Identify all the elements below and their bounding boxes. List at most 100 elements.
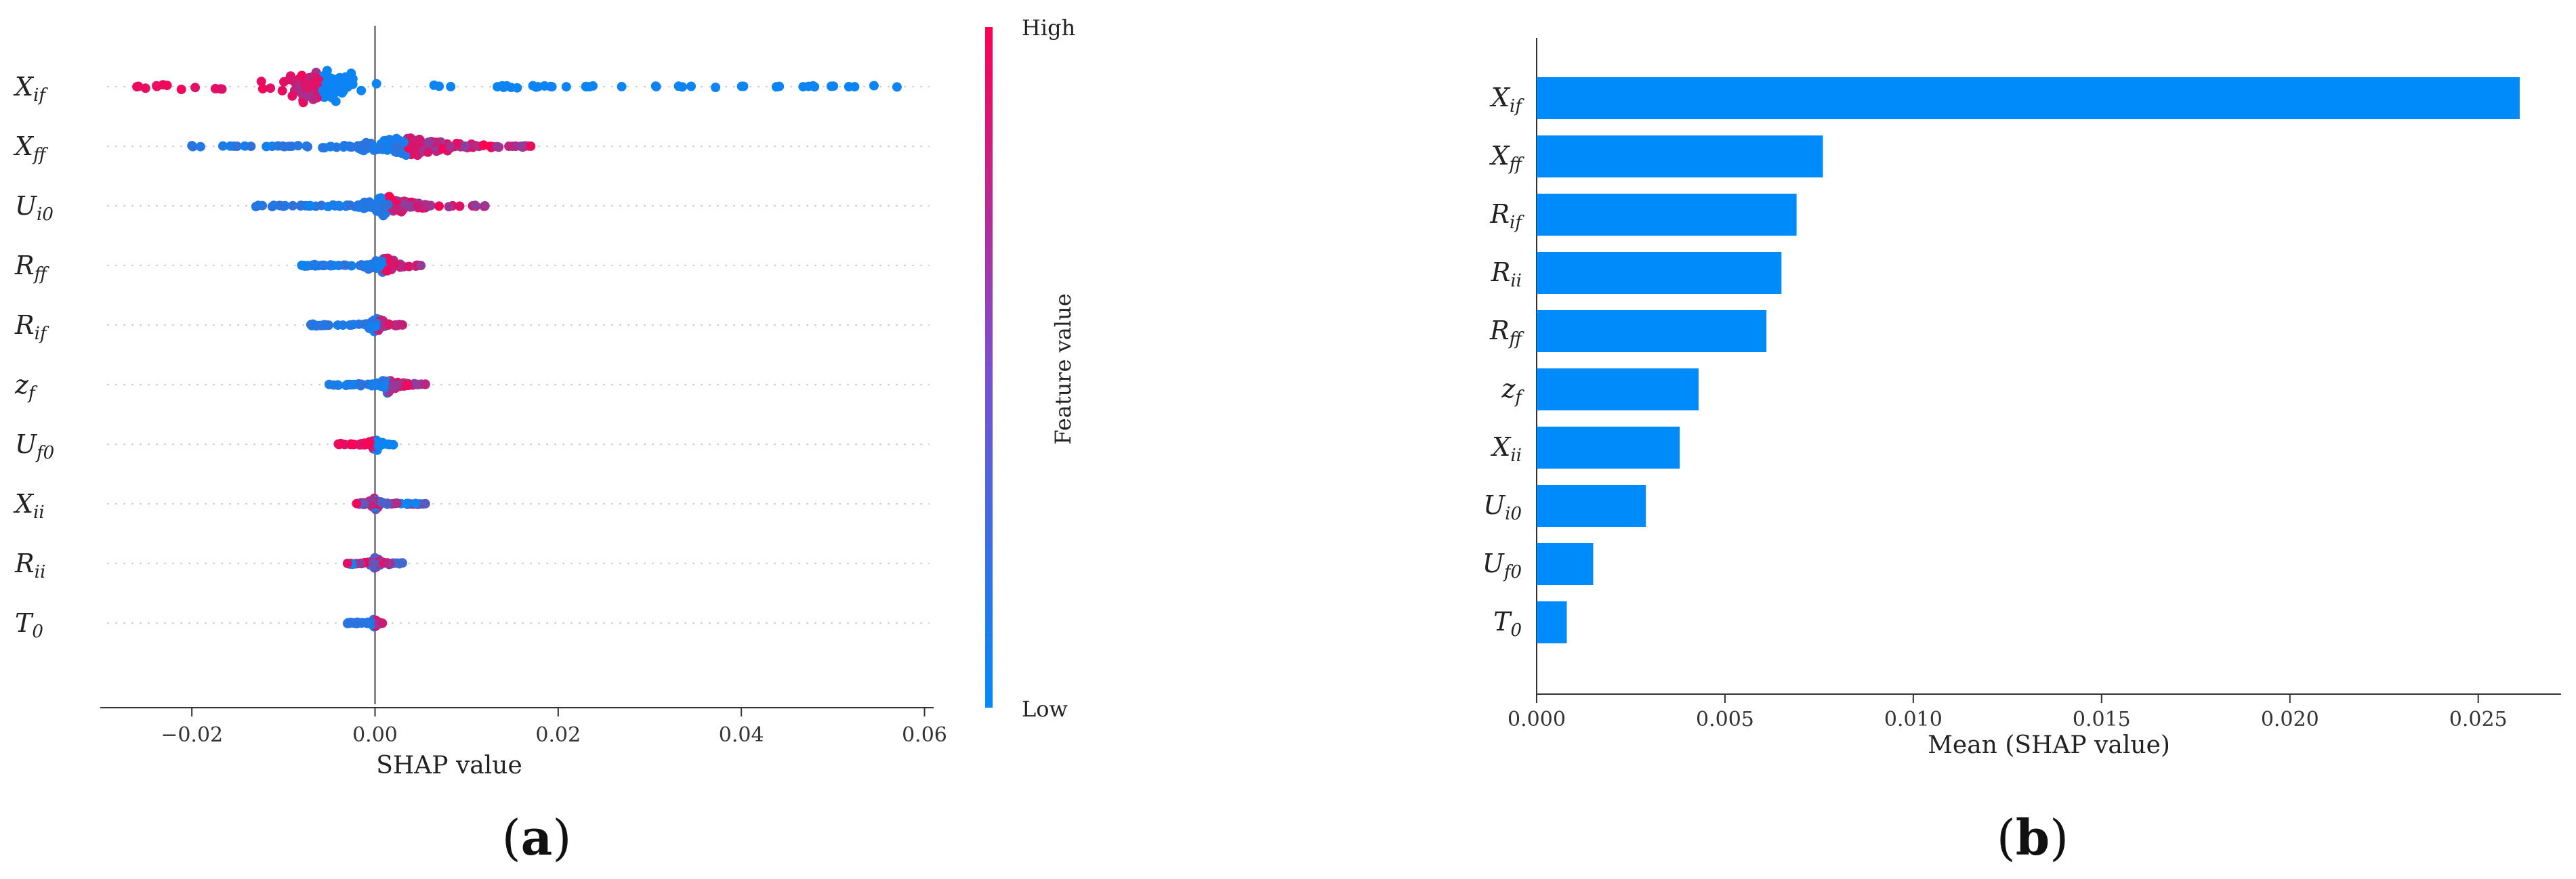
- beeswarm-point: [334, 200, 344, 211]
- beeswarm-point: [804, 81, 814, 91]
- colorbar-title: Feature value: [1050, 293, 1076, 444]
- panel-label-b: (b): [1997, 809, 2069, 866]
- beeswarm-point: [516, 142, 526, 151]
- beeswarm-point: [829, 81, 839, 91]
- beeswarm-point: [158, 80, 168, 90]
- beeswarm-point: [377, 618, 388, 628]
- category-subscript: f: [1514, 387, 1524, 408]
- category-subscript: ff: [1508, 154, 1525, 175]
- bar-x-tick-label: 0.005: [1696, 708, 1754, 731]
- beeswarm-point: [352, 618, 361, 628]
- category-subscript: i0: [1505, 504, 1522, 524]
- category-subscript: 0: [1510, 620, 1522, 641]
- feature-symbol: R: [14, 549, 35, 578]
- beeswarm-point: [384, 135, 394, 145]
- beeswarm-feature-label: Rff: [14, 251, 50, 284]
- beeswarm-point: [844, 82, 854, 91]
- beeswarm-point: [297, 260, 307, 270]
- beeswarm-point: [431, 137, 441, 148]
- beeswarm-point: [342, 379, 352, 389]
- beeswarm-point: [382, 265, 392, 276]
- bar-category-label: Rff: [1489, 316, 1525, 349]
- category-subscript: ii: [1510, 271, 1522, 291]
- beeswarm-point: [388, 439, 398, 450]
- beeswarm-point: [333, 439, 344, 449]
- bar: [1537, 368, 1699, 410]
- category-subscript: if: [1510, 213, 1524, 233]
- beeswarm-point: [302, 141, 312, 151]
- beeswarm-point: [434, 81, 444, 91]
- beeswarm-point: [341, 260, 351, 270]
- feature-subscript: ii: [33, 502, 45, 523]
- category-subscript: f0: [1503, 562, 1522, 582]
- feature-symbol: T: [15, 608, 34, 638]
- beeswarm-point: [293, 141, 303, 151]
- category-symbol: T: [1493, 607, 1512, 637]
- feature-symbol: R: [14, 251, 35, 280]
- beeswarm-point: [251, 202, 261, 211]
- beeswarm-point: [528, 81, 538, 91]
- beeswarm-row-gridlines: [107, 86, 930, 624]
- beeswarm-point: [408, 141, 418, 151]
- beeswarm-point: [392, 133, 402, 144]
- beeswarm-point: [368, 558, 378, 568]
- beeswarm-feature-label: T0: [15, 608, 43, 642]
- bar-category-label: T0: [1493, 607, 1522, 641]
- beeswarm-point: [445, 142, 455, 152]
- beeswarm-point: [323, 320, 333, 330]
- beeswarm-point: [195, 142, 205, 152]
- category-symbol: X: [1489, 83, 1511, 112]
- bar-x-ticks: 0.000 0.005 0.010 0.015 0.020 0.025: [1508, 694, 2508, 731]
- beeswarm-point: [444, 202, 454, 212]
- beeswarm-point: [416, 261, 426, 271]
- beeswarm-feature-label: Rii: [14, 549, 45, 582]
- beeswarm-point: [305, 200, 315, 211]
- category-symbol: U: [1483, 490, 1506, 520]
- beeswarm-point: [512, 83, 522, 93]
- beeswarm-point: [322, 66, 332, 76]
- beeswarm-point: [413, 200, 423, 211]
- beeswarm-point: [892, 82, 902, 92]
- beeswarm-point: [398, 320, 407, 330]
- beeswarm-point: [352, 498, 362, 509]
- beeswarm-point: [492, 142, 502, 152]
- bar: [1537, 77, 2520, 119]
- beeswarm-point: [367, 500, 377, 510]
- beeswarm-point: [310, 259, 320, 270]
- beeswarm-point: [390, 259, 400, 269]
- category-symbol: R: [1489, 199, 1510, 229]
- beeswarm-point: [176, 85, 186, 94]
- feature-subscript: if: [33, 85, 48, 106]
- beeswarm-point: [470, 200, 480, 211]
- beeswarm-point: [256, 77, 266, 87]
- beeswarm-point: [388, 381, 398, 391]
- category-symbol: U: [1482, 549, 1505, 578]
- bar-category-label: zf: [1501, 374, 1524, 408]
- feature-symbol: z: [14, 370, 29, 400]
- feature-symbol: X: [13, 72, 35, 102]
- beeswarm-point: [588, 81, 598, 91]
- beeswarm-point: [438, 144, 448, 154]
- beeswarm-point: [279, 77, 289, 87]
- beeswarm-point: [187, 141, 197, 151]
- beeswarm-point: [288, 200, 298, 211]
- category-symbol: z: [1501, 374, 1516, 404]
- beeswarm-point: [132, 82, 142, 92]
- beeswarm-point: [363, 261, 373, 271]
- bar: [1537, 427, 1680, 469]
- beeswarm-point: [302, 91, 312, 102]
- panel-letter-a: a: [521, 809, 553, 866]
- bar-x-axis-label: Mean (SHAP value): [1928, 731, 2170, 759]
- feature-symbol: U: [15, 191, 38, 221]
- bar: [1537, 135, 1823, 177]
- beeswarm-point: [367, 200, 377, 210]
- beeswarm-x-axis-label: SHAP value: [376, 752, 522, 779]
- beeswarm-x-tick-label: 0.06: [902, 723, 947, 747]
- beeswarm-point: [347, 142, 357, 152]
- category-symbol: R: [1489, 316, 1510, 345]
- beeswarm-x-ticks: −0.02 0.00 0.02 0.04 0.06: [161, 708, 947, 747]
- bar-category-label: Ui0: [1483, 490, 1522, 524]
- beeswarm-point: [774, 81, 785, 91]
- beeswarm-point: [501, 81, 512, 91]
- beeswarm-point: [345, 320, 355, 330]
